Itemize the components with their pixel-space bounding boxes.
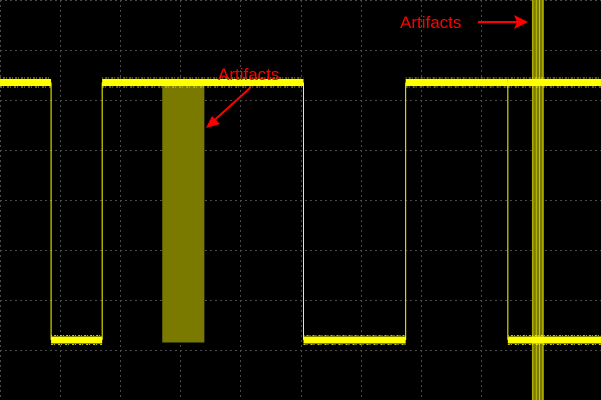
annotations: Artifacts Artifacts [206, 13, 528, 128]
annotation-label-artifacts-right: Artifacts [400, 13, 461, 32]
artifact-region-1 [531, 0, 544, 400]
artifact-regions [162, 0, 544, 400]
signal-traces [0, 77, 601, 345]
annotation-label-artifacts-middle: Artifacts [218, 65, 279, 84]
artifact-region-0 [162, 82, 205, 343]
annotation-arrowhead-artifacts-right [514, 15, 528, 29]
annotation-arrowhead-artifacts-middle [206, 116, 220, 128]
